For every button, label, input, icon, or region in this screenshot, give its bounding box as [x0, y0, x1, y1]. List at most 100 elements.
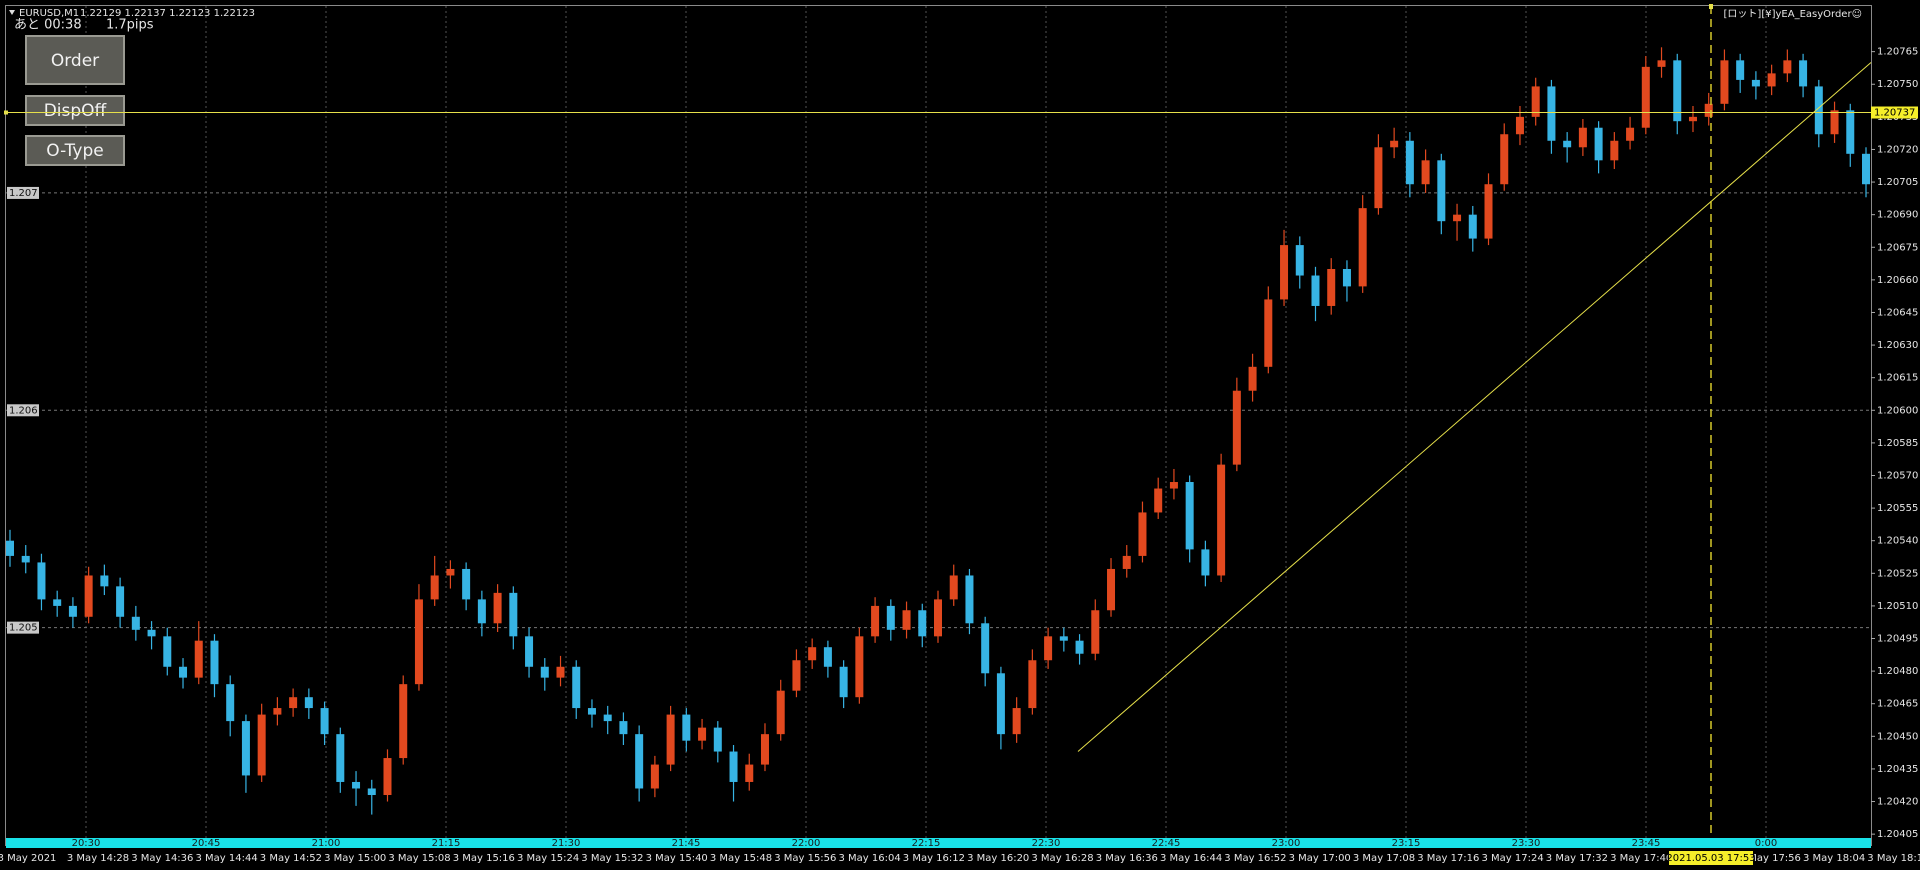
candle-body	[21, 555, 30, 563]
y-tick-label: 1.20705	[1877, 177, 1918, 188]
candle-body	[1358, 208, 1367, 287]
y-tick-label: 1.20765	[1877, 47, 1918, 58]
candle-body	[650, 764, 659, 789]
candle-body	[823, 647, 832, 667]
date-time-label: 3 May 17:08	[1353, 853, 1415, 864]
date-time-label: 3 May 18:12	[1867, 853, 1920, 864]
date-time-label: 3 May 14:28	[67, 853, 129, 864]
time-label: 21:15	[432, 838, 461, 849]
candle-body	[462, 568, 471, 600]
level-label: 1.206	[9, 405, 38, 416]
button-face[interactable]	[25, 95, 125, 126]
candle-body	[1767, 73, 1776, 87]
y-tick-label: 1.20480	[1877, 666, 1918, 677]
candle-body	[1390, 140, 1399, 148]
candle-body	[949, 575, 958, 600]
date-time-label: 3 May 16:04	[838, 853, 900, 864]
candle-body	[1217, 464, 1226, 576]
candle-body	[698, 727, 707, 741]
candle-body	[603, 714, 612, 722]
y-tick-label: 1.20435	[1877, 764, 1918, 775]
candle-body	[1059, 636, 1068, 641]
y-tick-label: 1.20630	[1877, 340, 1918, 351]
date-time-label: 3 May 15:24	[517, 853, 579, 864]
otype-button[interactable]: O-Type	[25, 135, 125, 166]
candle-body	[1453, 214, 1462, 222]
candle-body	[1846, 110, 1855, 154]
trendline	[1077, 62, 1872, 752]
time-marker-handle	[1709, 4, 1713, 9]
y-tick-label: 1.20525	[1877, 568, 1918, 579]
level-label: 1.205	[9, 623, 38, 634]
candle-body	[336, 734, 345, 782]
button-face[interactable]	[25, 135, 125, 166]
candle-body	[996, 673, 1005, 735]
candle-body	[241, 721, 250, 776]
candle-body	[1044, 636, 1053, 661]
time-band	[6, 838, 1871, 848]
date-time-label: 3 May 18:04	[1803, 853, 1865, 864]
time-label: 20:30	[72, 838, 101, 849]
candle-body	[163, 636, 172, 667]
candle-body	[6, 540, 14, 556]
candle-body	[1657, 60, 1666, 67]
button-face[interactable]	[25, 35, 125, 85]
candle-body	[1264, 299, 1273, 367]
candle-body	[477, 599, 486, 624]
candle-body	[414, 599, 423, 685]
candle-body	[1075, 640, 1084, 654]
candle-body	[525, 636, 534, 667]
y-tick-label: 1.20570	[1877, 470, 1918, 481]
y-tick-label: 1.20450	[1877, 731, 1918, 742]
candle-body	[289, 697, 298, 709]
dispoff-button[interactable]: DispOff	[25, 95, 125, 126]
candle-body	[1327, 269, 1336, 306]
y-tick-label: 1.20615	[1877, 373, 1918, 384]
candle-body	[100, 575, 109, 587]
y-tick-label: 1.20690	[1877, 210, 1918, 221]
time-label: 22:15	[912, 838, 941, 849]
candle-body	[257, 714, 266, 776]
y-tick-label: 1.20585	[1877, 438, 1918, 449]
date-time-label: 3 May 15:40	[646, 853, 708, 864]
candle-body	[1531, 86, 1540, 117]
candle-body	[37, 562, 46, 600]
time-label: 22:00	[792, 838, 821, 849]
level-label-box	[7, 404, 39, 417]
button-label[interactable]: Order	[51, 51, 99, 71]
candle-body	[430, 575, 439, 600]
candle-body	[902, 610, 911, 630]
date-time-label: 3 May 16:20	[967, 853, 1029, 864]
candle-body	[1578, 127, 1587, 148]
date-time-label: 3 May 15:00	[324, 853, 386, 864]
candle-body	[1626, 127, 1635, 141]
button-label[interactable]: O-Type	[46, 141, 103, 161]
date-time-label: 3 May 16:12	[903, 853, 965, 864]
date-time-label: 3 May 15:48	[710, 853, 772, 864]
time-label: 23:45	[1632, 838, 1661, 849]
candle-body	[131, 616, 140, 630]
candle-body	[760, 734, 769, 765]
candle-body	[839, 666, 848, 698]
time-label: 22:45	[1152, 838, 1181, 849]
candle-body	[1311, 275, 1320, 306]
time-label: 23:00	[1272, 838, 1301, 849]
candle-body	[367, 788, 376, 796]
candle-body	[635, 734, 644, 789]
spread: 1.7pips	[106, 18, 154, 33]
date-time-label: 3 May 17:00	[1289, 853, 1351, 864]
level-label-box	[7, 186, 39, 199]
candle-body	[1232, 390, 1241, 465]
candle-body	[1248, 366, 1257, 391]
level-label-box	[7, 621, 39, 634]
candle-body	[587, 708, 596, 715]
candle-body	[918, 610, 927, 637]
y-tick-label: 1.20645	[1877, 307, 1918, 318]
candle-body	[540, 666, 549, 678]
candle-body	[871, 605, 880, 637]
time-label: 0:00	[1755, 838, 1777, 849]
order-button[interactable]: Order	[25, 35, 125, 85]
candle-body	[1720, 60, 1729, 104]
button-label[interactable]: DispOff	[44, 101, 108, 121]
